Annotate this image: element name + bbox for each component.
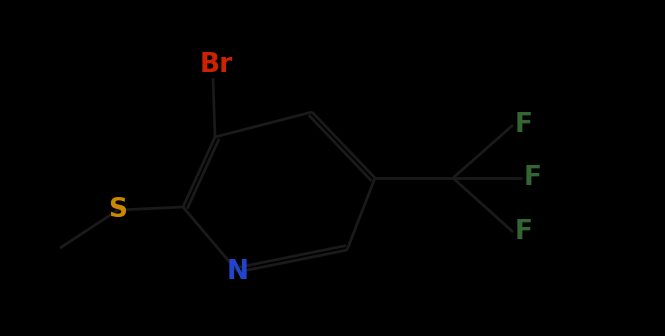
- Text: N: N: [227, 259, 249, 285]
- Text: F: F: [515, 219, 533, 245]
- Text: S: S: [108, 197, 128, 223]
- Text: F: F: [515, 112, 533, 138]
- Text: F: F: [524, 165, 542, 191]
- Text: Br: Br: [200, 52, 233, 78]
